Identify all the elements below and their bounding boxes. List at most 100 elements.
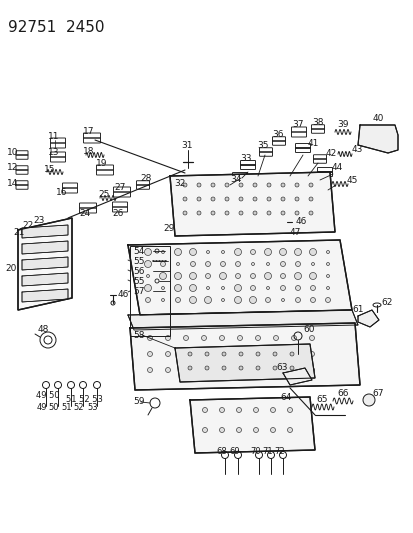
Circle shape bbox=[291, 335, 296, 341]
Text: 19: 19 bbox=[96, 158, 107, 167]
Circle shape bbox=[159, 272, 166, 279]
Text: 50: 50 bbox=[49, 403, 59, 413]
Circle shape bbox=[188, 352, 192, 356]
Text: 47: 47 bbox=[289, 228, 301, 237]
Circle shape bbox=[234, 296, 241, 303]
Circle shape bbox=[252, 211, 256, 215]
Text: 18: 18 bbox=[83, 147, 94, 156]
Circle shape bbox=[280, 273, 285, 279]
Circle shape bbox=[235, 273, 240, 279]
Circle shape bbox=[255, 367, 260, 373]
Circle shape bbox=[266, 262, 269, 265]
Polygon shape bbox=[128, 310, 357, 330]
Text: 71: 71 bbox=[262, 447, 273, 456]
Text: 51 52 53: 51 52 53 bbox=[66, 395, 102, 405]
Circle shape bbox=[183, 367, 188, 373]
Text: 38: 38 bbox=[311, 117, 323, 126]
Circle shape bbox=[221, 298, 224, 302]
Circle shape bbox=[252, 197, 256, 201]
Circle shape bbox=[280, 286, 285, 290]
Text: 63: 63 bbox=[275, 364, 287, 373]
Circle shape bbox=[289, 366, 293, 370]
Circle shape bbox=[220, 262, 225, 266]
Circle shape bbox=[295, 262, 300, 266]
Text: 67: 67 bbox=[371, 389, 382, 398]
Circle shape bbox=[189, 285, 196, 292]
Circle shape bbox=[294, 272, 301, 279]
Text: 58: 58 bbox=[133, 330, 144, 340]
Circle shape bbox=[250, 249, 255, 254]
Text: 31: 31 bbox=[180, 141, 192, 149]
Circle shape bbox=[287, 427, 292, 432]
Circle shape bbox=[219, 272, 226, 279]
Text: 10: 10 bbox=[7, 148, 19, 157]
Text: 53: 53 bbox=[88, 403, 98, 413]
Circle shape bbox=[272, 352, 276, 356]
Circle shape bbox=[326, 287, 329, 289]
Text: 39: 39 bbox=[336, 119, 348, 128]
Circle shape bbox=[237, 335, 242, 341]
Text: 52: 52 bbox=[74, 403, 84, 413]
Circle shape bbox=[204, 352, 209, 356]
Circle shape bbox=[183, 335, 188, 341]
Circle shape bbox=[237, 351, 242, 357]
Circle shape bbox=[221, 287, 224, 289]
Circle shape bbox=[273, 367, 278, 373]
Circle shape bbox=[197, 183, 201, 187]
Circle shape bbox=[294, 183, 298, 187]
Circle shape bbox=[183, 183, 187, 187]
Circle shape bbox=[202, 427, 207, 432]
Circle shape bbox=[161, 298, 164, 302]
Circle shape bbox=[201, 367, 206, 373]
Circle shape bbox=[160, 262, 165, 266]
Text: 17: 17 bbox=[83, 126, 94, 135]
Circle shape bbox=[252, 183, 256, 187]
Circle shape bbox=[280, 262, 285, 266]
Circle shape bbox=[165, 351, 170, 357]
Circle shape bbox=[253, 427, 258, 432]
Circle shape bbox=[238, 211, 242, 215]
Circle shape bbox=[294, 197, 298, 201]
Circle shape bbox=[189, 296, 196, 303]
Circle shape bbox=[308, 183, 312, 187]
Circle shape bbox=[294, 248, 301, 255]
Text: 65: 65 bbox=[315, 394, 327, 403]
Circle shape bbox=[183, 211, 187, 215]
Circle shape bbox=[255, 366, 259, 370]
Circle shape bbox=[147, 335, 152, 341]
Polygon shape bbox=[175, 344, 314, 382]
Text: 46: 46 bbox=[118, 289, 129, 298]
Circle shape bbox=[144, 261, 151, 268]
Circle shape bbox=[183, 197, 187, 201]
Circle shape bbox=[174, 248, 181, 255]
Circle shape bbox=[174, 285, 181, 292]
Circle shape bbox=[326, 262, 329, 265]
Polygon shape bbox=[357, 125, 397, 153]
Text: 60: 60 bbox=[302, 326, 314, 335]
Text: 24: 24 bbox=[79, 208, 90, 217]
Circle shape bbox=[249, 296, 256, 303]
Text: 57: 57 bbox=[133, 287, 144, 295]
Polygon shape bbox=[170, 172, 334, 236]
Text: 26: 26 bbox=[112, 208, 123, 217]
Circle shape bbox=[201, 351, 206, 357]
Circle shape bbox=[183, 351, 188, 357]
Circle shape bbox=[219, 427, 224, 432]
Circle shape bbox=[326, 251, 329, 254]
Circle shape bbox=[144, 248, 151, 255]
Circle shape bbox=[250, 286, 255, 290]
Text: 49: 49 bbox=[37, 403, 47, 413]
Circle shape bbox=[311, 262, 314, 265]
Text: 21: 21 bbox=[13, 228, 24, 237]
Circle shape bbox=[270, 408, 275, 413]
Text: 28: 28 bbox=[140, 174, 151, 182]
Text: 44: 44 bbox=[331, 163, 342, 172]
Circle shape bbox=[273, 351, 278, 357]
Circle shape bbox=[175, 297, 180, 303]
Circle shape bbox=[251, 262, 254, 265]
Circle shape bbox=[255, 335, 260, 341]
Polygon shape bbox=[22, 273, 68, 286]
Circle shape bbox=[202, 408, 207, 413]
Text: 42: 42 bbox=[325, 149, 337, 157]
Circle shape bbox=[265, 297, 270, 303]
